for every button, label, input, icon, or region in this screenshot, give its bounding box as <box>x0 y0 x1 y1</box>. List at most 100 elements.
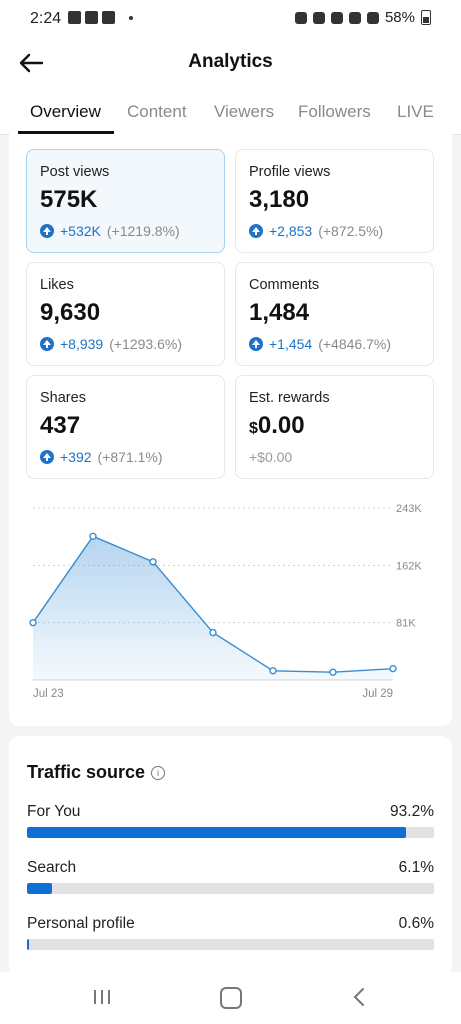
stat-delta: +2,853 <box>269 223 313 239</box>
stat-label: Post views <box>40 164 110 180</box>
traffic-source-percent: 6.1% <box>398 859 434 876</box>
stat-value: 575K <box>40 186 98 213</box>
back-arrow-icon[interactable] <box>16 48 46 78</box>
stat-delta: +532K <box>60 223 101 239</box>
traffic-bar-fill <box>27 883 52 894</box>
data-point[interactable] <box>29 618 37 627</box>
info-icon[interactable]: i <box>151 765 166 780</box>
stat-label: Profile views <box>249 164 331 180</box>
stat-percent: (+871.1%) <box>97 449 163 465</box>
stat-likes[interactable]: Likes 9,630 +8,939 (+1293.6%) <box>26 262 225 366</box>
stat-value: 3,180 <box>249 186 310 213</box>
stat-percent: (+1293.6%) <box>109 336 182 352</box>
system-nav-bar <box>0 972 461 1024</box>
traffic-source-heading: Traffic source i <box>27 762 166 783</box>
y-tick-label: 243K <box>396 503 422 515</box>
arrow-up-icon <box>40 337 54 351</box>
stat-label: Est. rewards <box>249 390 330 406</box>
recent-apps-icon[interactable] <box>92 989 112 1005</box>
battery-icon <box>421 10 431 25</box>
chart-area <box>33 536 393 680</box>
gallery-icon <box>68 11 81 24</box>
traffic-bar-track <box>27 827 434 838</box>
active-tab-indicator <box>18 131 114 134</box>
stat-change: +1,454 (+4846.7%) <box>249 336 391 352</box>
system-indicators: 58% <box>294 9 431 26</box>
stat-change: +$0.00 <box>249 449 292 465</box>
notification-icons <box>68 11 133 24</box>
tab-followers[interactable]: Followers <box>298 102 371 121</box>
post-views-chart: 243K 162K 81K Jul 23 Jul 29 <box>29 503 422 700</box>
stat-value: 1,484 <box>249 299 310 326</box>
home-icon[interactable] <box>220 987 242 1009</box>
youtube-icon <box>85 11 98 24</box>
stat-post-views[interactable]: Post views 575K +532K (+1219.8%) <box>26 149 225 253</box>
traffic-bar-fill <box>27 827 407 838</box>
stat-comments[interactable]: Comments 1,484 +1,454 (+4846.7%) <box>235 262 434 366</box>
data-point[interactable] <box>329 668 337 676</box>
traffic-source-title: Traffic source <box>27 762 146 782</box>
traffic-source-card: Traffic source i For You 93.2% Search 6.… <box>9 736 452 976</box>
currency-symbol: $ <box>249 420 258 437</box>
battery-percent: 58% <box>384 9 415 26</box>
status-time: 2:24 <box>30 10 62 27</box>
mute-icon <box>330 11 343 24</box>
tab-viewers[interactable]: Viewers <box>214 102 275 121</box>
arrow-up-icon <box>249 224 263 238</box>
arrow-up-icon <box>249 337 263 351</box>
traffic-bar-track <box>27 939 434 950</box>
tab-overview[interactable]: Overview <box>30 102 101 121</box>
signal-icon <box>366 11 379 24</box>
stat-label: Shares <box>40 390 86 406</box>
rewards-amount: 0.00 <box>257 412 305 439</box>
traffic-source-name: Personal profile <box>27 915 135 932</box>
stat-value: 437 <box>40 412 81 439</box>
stat-value: 9,630 <box>40 299 101 326</box>
stat-change: +392 (+871.1%) <box>40 449 163 465</box>
stat-percent: (+1219.8%) <box>106 223 180 239</box>
alarm-icon <box>312 11 325 24</box>
traffic-source-percent: 93.2% <box>390 803 434 820</box>
page-title: Analytics <box>188 51 273 72</box>
stat-label: Comments <box>249 277 320 293</box>
stat-change: +8,939 (+1293.6%) <box>40 336 182 352</box>
stat-change: +532K (+1219.8%) <box>40 223 180 239</box>
lock-icon <box>294 11 307 24</box>
instagram-icon <box>102 11 115 24</box>
nav-back-icon[interactable] <box>352 987 366 1007</box>
stat-change: +2,853 (+872.5%) <box>249 223 383 239</box>
data-point[interactable] <box>89 532 97 541</box>
stat-delta: +392 <box>60 449 92 465</box>
data-point[interactable] <box>389 664 397 673</box>
traffic-source-name: For You <box>27 803 81 820</box>
arrow-up-icon <box>40 450 54 464</box>
stat-delta: +$0.00 <box>249 449 293 465</box>
arrow-up-icon <box>40 224 54 238</box>
stat-delta: +8,939 <box>60 336 104 352</box>
tab-bar: Overview Content Viewers Followers LIVE <box>0 88 461 135</box>
stat-value: $0.00 <box>249 412 305 440</box>
app-header: Analytics <box>0 38 461 88</box>
traffic-source-name: Search <box>27 859 77 876</box>
stat-shares[interactable]: Shares 437 +392 (+871.1%) <box>26 375 225 479</box>
tab-live[interactable]: LIVE <box>397 102 434 121</box>
stat-percent: (+4846.7%) <box>318 336 391 352</box>
data-point[interactable] <box>209 628 217 637</box>
stat-est-rewards[interactable]: Est. rewards $0.00 +$0.00 <box>235 375 434 479</box>
x-tick-label: Jul 23 <box>33 688 64 700</box>
y-tick-label: 81K <box>396 618 416 630</box>
tab-content[interactable]: Content <box>127 102 187 121</box>
y-tick-label: 162K <box>396 560 422 572</box>
stat-label: Likes <box>40 277 74 293</box>
x-tick-label: Jul 29 <box>362 688 393 700</box>
stat-profile-views[interactable]: Profile views 3,180 +2,853 (+872.5%) <box>235 149 434 253</box>
traffic-bar-fill <box>27 939 30 950</box>
wifi-icon <box>348 11 361 24</box>
data-point[interactable] <box>269 667 277 675</box>
status-bar: 2:24 58% <box>0 0 461 38</box>
stat-delta: +1,454 <box>269 336 313 352</box>
traffic-source-percent: 0.6% <box>398 915 434 932</box>
more-notifications-icon <box>129 15 133 20</box>
data-point[interactable] <box>149 558 157 566</box>
traffic-bar-track <box>27 883 434 894</box>
